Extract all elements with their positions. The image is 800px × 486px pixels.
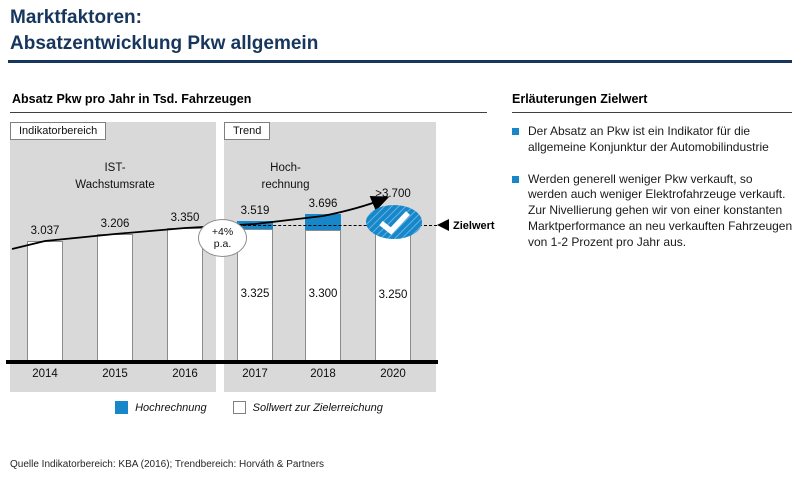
- x-axis: [6, 360, 438, 364]
- explanation-list: Der Absatz an Pkw ist ein Indikator für …: [512, 124, 794, 267]
- bullet-square-icon: [512, 175, 519, 183]
- indicator-sublabel-line2: Wachstumsrate: [75, 179, 155, 192]
- bar-top-label-2020: >3.700: [375, 188, 411, 200]
- bullet-square-icon: [512, 128, 519, 135]
- bar-2015: [97, 234, 133, 362]
- legend-item-hochrechnung: Hochrechnung: [115, 401, 207, 414]
- title-rule: [8, 60, 792, 63]
- explanation-bullet-2: Werden generell weniger Pkw verkauft, so…: [512, 172, 794, 251]
- bar-inside-label-2017: 3.325: [240, 287, 270, 300]
- target-achieved-check-icon: [366, 205, 422, 239]
- bar-hochrechnung-2018: [305, 214, 341, 230]
- explanation-heading: Erläuterungen Zielwert: [512, 92, 648, 106]
- bar-inside-label-2020: 3.250: [378, 289, 408, 301]
- hochrechnung-legend-label: Hochrechnung: [135, 401, 207, 414]
- growth-rate-badge: +4% p.a.: [198, 219, 247, 257]
- sollwert-swatch-icon: [232, 401, 246, 414]
- growth-rate-value: +4%: [211, 225, 234, 238]
- sollwert-legend-label: Sollwert zur Zielerreichung: [252, 401, 383, 414]
- bar-top-label-2018: 3.696: [308, 198, 338, 210]
- year-label-2016: 2016: [172, 368, 198, 380]
- bar-top-label-2015: 3.206: [100, 218, 130, 230]
- zielwert-dashed-line: [238, 225, 437, 226]
- explanation-bullet-2-text: Werden generell weniger Pkw verkauft, so…: [528, 171, 793, 249]
- page-title: Marktfaktoren: Absatzentwicklung Pkw all…: [10, 5, 318, 56]
- explanation-bullet-1: Der Absatz an Pkw ist ein Indikator für …: [512, 124, 794, 156]
- zielwert-arrow-icon: [437, 219, 449, 231]
- explanation-bullet-1-text: Der Absatz an Pkw ist ein Indikator für …: [528, 124, 769, 154]
- chart-legend: Hochrechnung Sollwert zur Zielerreichung: [10, 401, 488, 414]
- page-title-line2: Absatzentwicklung Pkw allgemein: [10, 32, 319, 54]
- explanation-heading-rule: [512, 112, 792, 113]
- hochrechnung-swatch-icon: [115, 401, 129, 414]
- indicator-sublabel-line1: IST-: [104, 162, 126, 174]
- bar-top-label-2014: 3.037: [30, 225, 60, 237]
- year-label-2018: 2018: [310, 368, 336, 380]
- year-label-2014: 2014: [32, 368, 58, 380]
- source-note: Quelle Indikatorbereich: KBA (2016); Tre…: [10, 459, 325, 470]
- bar-2017: [237, 229, 273, 362]
- bar-inside-label-2018: 3.300: [308, 288, 338, 300]
- legend-item-sollwert: Sollwert zur Zielerreichung: [232, 401, 383, 414]
- trend-sublabel: Hoch- rechnung: [238, 160, 333, 195]
- year-label-2020: 2020: [380, 368, 406, 380]
- indicator-sublabel: IST- Wachstumsrate: [50, 160, 180, 195]
- indicator-region-label: Indikatorbereich: [10, 122, 107, 140]
- bar-2014: [27, 241, 63, 362]
- trend-sublabel-line2: rechnung: [261, 179, 310, 192]
- year-label-2015: 2015: [102, 368, 128, 380]
- chart-title-rule: [10, 112, 487, 113]
- year-label-2017: 2017: [242, 368, 268, 380]
- page-title-line1: Marktfaktoren:: [10, 7, 142, 28]
- zielwert-label: Zielwert: [453, 220, 495, 232]
- trend-sublabel-line1: Hoch-: [270, 162, 301, 174]
- bar-2016: [167, 228, 203, 362]
- bar-top-label-2017: 3.519: [240, 205, 270, 217]
- chart-title: Absatz Pkw pro Jahr in Tsd. Fahrzeugen: [12, 92, 252, 106]
- trend-region-label: Trend: [224, 122, 271, 140]
- growth-rate-unit: p.a.: [213, 238, 232, 250]
